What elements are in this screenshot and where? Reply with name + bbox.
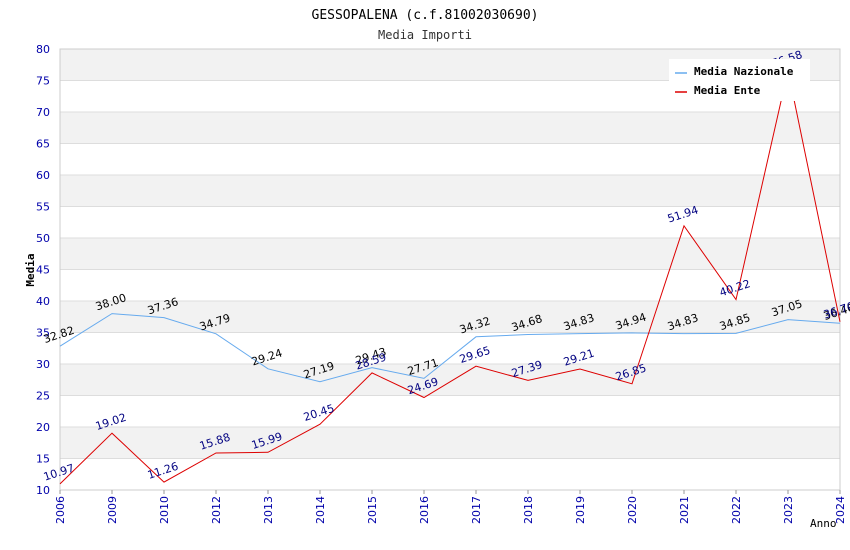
series-line-media-ente	[59, 70, 841, 485]
legend: Media Nazionale Media Ente	[669, 59, 810, 101]
y-tick-label: 20	[36, 421, 50, 434]
x-tick-label: 2022	[730, 496, 743, 524]
y-tick-label: 65	[36, 138, 50, 151]
series-line-media-nazionale	[59, 313, 841, 383]
grid-band	[60, 175, 840, 207]
x-tick-label: 2021	[678, 496, 691, 524]
y-tick-label: 70	[36, 106, 50, 119]
x-tick-label: 2014	[314, 496, 327, 524]
y-tick-label: 60	[36, 169, 50, 182]
x-tick-label: 2018	[522, 496, 535, 524]
y-tick-label: 30	[36, 358, 50, 371]
y-tick-label: 25	[36, 390, 50, 403]
x-tick-label: 2020	[626, 496, 639, 524]
y-tick-label: 80	[36, 43, 50, 56]
grid-band	[60, 143, 840, 175]
x-tick-label: 2010	[158, 496, 171, 524]
grid-band	[60, 395, 840, 427]
x-tick-label: 2009	[106, 496, 119, 524]
y-tick-label: 35	[36, 327, 50, 340]
y-tick-label: 50	[36, 232, 50, 245]
y-tick-label: 75	[36, 75, 50, 88]
x-tick-label: 2019	[574, 496, 587, 524]
grid-band	[60, 269, 840, 301]
x-tick-label: 2012	[210, 496, 223, 524]
x-tick-label: 2016	[418, 496, 431, 524]
grid-band	[60, 112, 840, 144]
x-tick-label: 2013	[262, 496, 275, 524]
y-tick-label: 55	[36, 201, 50, 214]
x-tick-label: 2023	[782, 496, 795, 524]
y-tick-label: 45	[36, 264, 50, 277]
x-tick-label: 2017	[470, 496, 483, 524]
series-lines	[59, 70, 841, 485]
plot-area	[59, 48, 841, 491]
grid-band	[60, 364, 840, 396]
legend-label-media-ente: Media Ente	[694, 84, 761, 97]
x-axis-ticks: 2006 2009 2010 2012 2013 2014 2015 2016 2017 2018…	[54, 490, 847, 524]
grid-band	[60, 206, 840, 238]
x-tick-label: 2006	[54, 496, 67, 524]
grid-band	[60, 301, 840, 333]
y-tick-label: 40	[36, 295, 50, 308]
grid-band	[60, 458, 840, 490]
y-tick-label: 15	[36, 453, 50, 466]
x-tick-label: 2024	[834, 496, 847, 524]
chart-title: GESSOPALENA (c.f.81002030690)	[312, 8, 539, 23]
y-tick-label: 10	[36, 484, 50, 497]
legend-label-media-nazionale: Media Nazionale	[694, 65, 794, 78]
y-axis-label: Media	[24, 253, 37, 286]
y-axis-ticks: 10 15 20 25 30 35 40 45 50 55 60 65 70 75 80	[36, 43, 50, 497]
grid-band	[60, 238, 840, 270]
grid-band	[60, 427, 840, 459]
grid-band	[60, 332, 840, 364]
legend-box	[669, 59, 810, 101]
chart-subtitle: Media Importi	[378, 28, 472, 42]
grid-bands	[60, 49, 840, 490]
x-tick-label: 2015	[366, 496, 379, 524]
x-axis-label: Anno	[810, 517, 837, 530]
